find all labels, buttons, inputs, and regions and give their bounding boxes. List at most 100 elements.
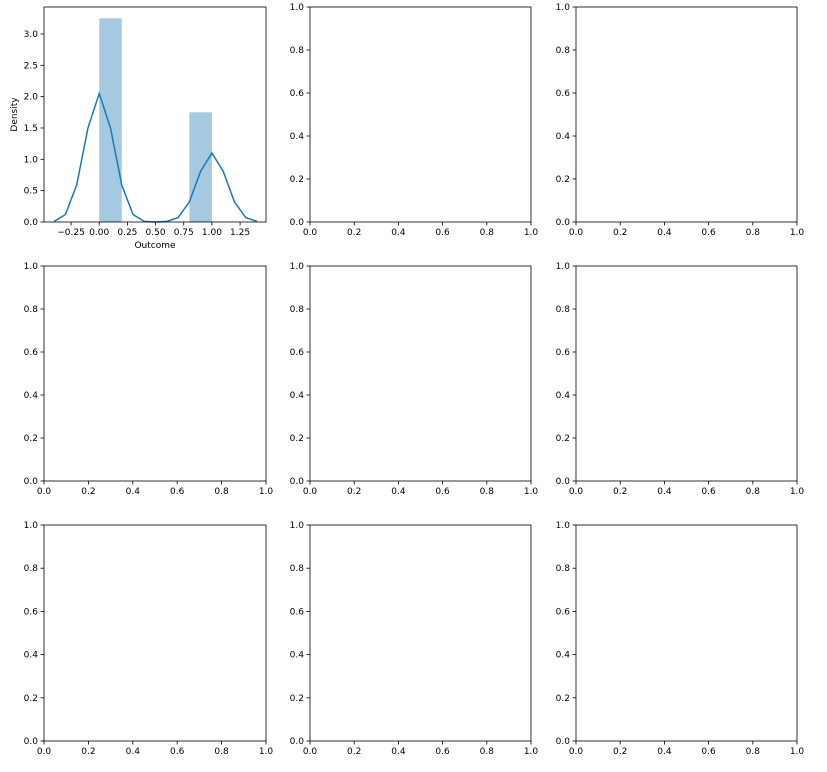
x-tick-label: 1.0 [524,487,539,497]
axes-frame [309,265,532,482]
x-tick-label: 0.2 [347,487,361,497]
x-tick-label: 0.2 [613,747,627,757]
y-tick-label: 0.6 [556,607,571,617]
y-tick-label: 0.8 [24,564,39,574]
x-tick-label: 0.2 [347,228,361,238]
y-tick-label: 0.6 [290,607,305,617]
x-tick-label: 0.0 [37,487,52,497]
x-tick-label: 0.8 [480,228,495,238]
y-tick-label: 0.6 [556,348,571,358]
y-tick-label: 0.4 [290,391,305,401]
y-tick-label: 0.4 [24,651,39,661]
y-tick-label: 0.2 [290,434,304,444]
y-tick-label: 0.8 [290,46,305,56]
x-tick-label: 0.75 [174,228,194,238]
y-tick-label: 2.0 [24,93,39,103]
axes-frame [575,524,798,742]
x-tick-label: 0.6 [701,228,716,238]
axes-frame [43,265,267,482]
x-tick-label: 1.00 [202,228,222,238]
y-tick-label: 0.8 [556,564,571,574]
y-tick-label: 0.4 [24,391,39,401]
x-tick-label: 0.2 [613,487,627,497]
x-tick-label: 0.8 [214,487,229,497]
x-tick-label: 0.6 [435,487,450,497]
y-axis-label: Density [10,97,20,132]
x-tick-label: 0.50 [146,228,166,238]
x-tick-label: 0.0 [37,747,52,757]
y-tick-label: 1.0 [556,262,571,272]
x-tick-label: 0.6 [170,487,185,497]
x-tick-label: 0.6 [435,228,450,238]
x-tick-label: 0.4 [657,747,672,757]
y-tick-label: 1.0 [290,521,305,531]
y-tick-label: 0.0 [290,737,305,747]
x-tick-label: 0.0 [303,487,318,497]
y-tick-label: 0.6 [24,348,39,358]
y-tick-label: 0.2 [24,694,38,704]
x-tick-label: −0.25 [57,228,85,238]
x-tick-label: 0.8 [746,487,761,497]
y-tick-label: 0.8 [290,305,305,315]
x-tick-label: 1.0 [524,747,539,757]
x-tick-label: 0.0 [569,487,584,497]
y-tick-label: 0.4 [556,391,571,401]
y-tick-label: 0.0 [290,477,305,487]
x-tick-label: 1.0 [259,747,274,757]
x-tick-label: 1.0 [790,487,805,497]
axes-frame [575,265,798,482]
axes-frame [43,6,267,223]
y-tick-label: 0.4 [556,651,571,661]
axes-frame [309,6,532,223]
x-tick-label: 0.4 [657,228,672,238]
y-tick-label: 1.0 [290,3,305,13]
y-tick-label: 1.0 [556,521,571,531]
x-tick-label: 1.25 [230,228,250,238]
y-tick-label: 2.5 [24,61,38,71]
y-tick-label: 0.0 [24,737,39,747]
y-tick-label: 0.5 [24,187,38,197]
x-tick-label: 0.2 [347,747,361,757]
x-tick-label: 0.6 [170,747,185,757]
y-tick-label: 0.0 [556,477,571,487]
x-tick-label: 0.0 [303,228,318,238]
x-tick-label: 0.4 [391,228,406,238]
x-tick-label: 1.0 [790,747,805,757]
y-tick-label: 1.0 [290,262,305,272]
y-tick-label: 0.2 [24,434,38,444]
y-tick-label: 0.0 [24,218,39,228]
x-tick-label: 0.0 [569,228,584,238]
x-axis-label: Outcome [134,241,176,251]
x-tick-label: 0.8 [746,747,761,757]
x-tick-label: 0.4 [391,487,406,497]
x-tick-label: 0.4 [391,747,406,757]
x-tick-label: 0.6 [701,747,716,757]
x-tick-label: 0.25 [117,228,137,238]
x-tick-label: 0.00 [89,228,109,238]
x-tick-label: 0.6 [701,487,716,497]
x-tick-label: 0.2 [81,747,95,757]
y-tick-label: 0.8 [290,564,305,574]
y-tick-label: 0.2 [290,694,304,704]
x-tick-label: 0.2 [613,228,627,238]
hist-bar [189,112,212,222]
y-tick-label: 0.8 [556,305,571,315]
x-tick-label: 0.4 [126,487,141,497]
y-tick-label: 0.0 [24,477,39,487]
y-tick-label: 0.8 [556,46,571,56]
y-tick-label: 0.2 [556,434,570,444]
y-tick-label: 1.0 [24,155,39,165]
y-tick-label: 1.5 [24,124,38,134]
y-tick-label: 0.6 [24,607,39,617]
y-tick-label: 0.2 [556,694,570,704]
y-tick-label: 0.2 [290,175,304,185]
x-tick-label: 0.6 [435,747,450,757]
y-tick-label: 0.4 [290,132,305,142]
x-tick-label: 1.0 [790,228,805,238]
axes-frame [575,6,798,223]
x-tick-label: 0.0 [303,747,318,757]
y-tick-label: 0.4 [556,132,571,142]
kde-line [53,91,258,223]
y-tick-label: 0.6 [556,89,571,99]
